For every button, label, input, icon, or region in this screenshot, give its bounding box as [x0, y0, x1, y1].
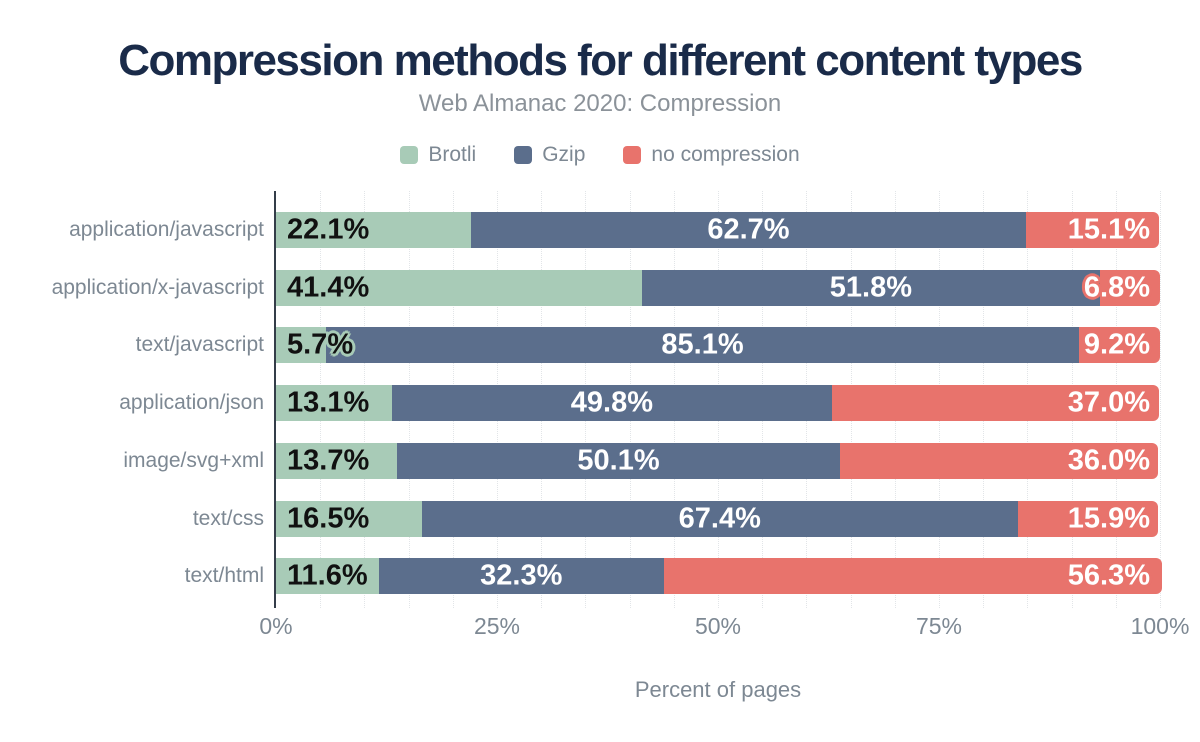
bar-row: 41.4% 51.8% 6.8%: [276, 269, 1160, 306]
x-axis-title: Percent of pages: [634, 677, 802, 702]
bar-value-label: 13.1%: [287, 386, 370, 419]
x-tick-label: 25%: [473, 613, 521, 639]
bar-segment-Brotli: [276, 500, 422, 537]
bar-segment-no-compression: [1078, 327, 1160, 364]
category-label: text/html: [184, 564, 264, 588]
bar-segment-Brotli: [276, 442, 398, 479]
x-tick-label: 100%: [1130, 613, 1190, 639]
category-label: application/javascript: [69, 218, 264, 241]
category-label: image/svg+xml: [123, 448, 264, 472]
category-label: application/x-javascript: [51, 275, 264, 299]
bar-segment-Gzip: [391, 385, 833, 422]
x-tick-label: 75%: [915, 613, 963, 639]
bar-value-label: 5.7%: [287, 328, 354, 361]
bar-segment-Gzip: [641, 269, 1100, 306]
legend-item-no-compression: no compression: [623, 143, 800, 167]
bar-row: 13.1% 49.8% 37.0%: [276, 385, 1160, 422]
bar-row: 11.6% 32.3% 56.3%: [276, 558, 1162, 595]
bar-segment-no-compression: [1099, 269, 1160, 306]
bar-value-label: 15.1%: [1067, 213, 1150, 246]
legend-swatch-icon: [514, 146, 533, 164]
category-label: application/json: [119, 391, 264, 415]
bar-value-label: 62.7%: [707, 213, 790, 246]
bar-segment-Gzip: [421, 500, 1018, 537]
bar-segment-Brotli: [276, 212, 472, 248]
bar-value-label: 6.8%: [1083, 271, 1150, 304]
bar-value-label: 85.1%: [661, 328, 744, 361]
bar-value-label: 9.2%: [1083, 328, 1150, 361]
bar-segment-Gzip: [397, 442, 840, 479]
chart-title: Compression methods for different conten…: [118, 36, 1083, 85]
bar-segment-Brotli: [276, 269, 642, 306]
x-tick-label: 50%: [694, 613, 742, 639]
legend-label: Brotli: [428, 143, 477, 166]
bar-segment-Brotli: [276, 385, 392, 422]
legend-swatch-icon: [400, 146, 419, 164]
chart-subtitle: Web Almanac 2020: Compression: [418, 90, 782, 117]
category-label: text/javascript: [135, 333, 264, 357]
legend-label: no compression: [651, 143, 800, 166]
bar-segment-Gzip: [378, 558, 665, 595]
bar-row: 22.1% 62.7% 15.1%: [276, 212, 1160, 248]
bar-value-label: 56.3%: [1067, 559, 1150, 592]
bar-row: 5.7% 85.1% 9.2%: [276, 327, 1160, 364]
legend-item-Brotli: Brotli: [400, 143, 476, 167]
legend-item-Gzip: Gzip: [514, 143, 585, 167]
bar-value-label: 67.4%: [678, 502, 761, 534]
bar-segment-Gzip: [471, 212, 1026, 248]
bar-segment-Gzip: [326, 327, 1079, 364]
bar-value-label: 15.9%: [1067, 502, 1150, 534]
bar-value-label: 51.8%: [829, 271, 913, 304]
bar-value-label: 49.8%: [570, 386, 654, 419]
bar-segment-no-compression: [1017, 500, 1159, 537]
bar-row: 16.5% 67.4% 15.9%: [276, 500, 1160, 537]
y-axis-line: [274, 191, 276, 608]
bar-segment-no-compression: [832, 385, 1160, 422]
category-label: text/css: [192, 506, 264, 530]
legend: Brotli Gzip no compression: [0, 143, 1200, 167]
bar-segment-no-compression: [839, 442, 1159, 479]
bar-segment-no-compression: [1025, 212, 1160, 248]
bar-segment-Brotli: [276, 558, 379, 595]
bar-value-label: 16.5%: [287, 502, 370, 534]
bar-row: 13.7% 50.1% 36.0%: [276, 442, 1160, 479]
legend-swatch-icon: [623, 146, 642, 164]
bar-value-label: 22.1%: [287, 213, 370, 246]
bar-value-label: 32.3%: [480, 559, 563, 592]
gridline: [1160, 191, 1161, 608]
bar-value-label: 37.0%: [1067, 386, 1150, 419]
bar-value-label: 11.6%: [287, 559, 368, 592]
legend-label: Gzip: [542, 143, 586, 166]
bar-segment-no-compression: [664, 558, 1162, 595]
bar-value-label: 50.1%: [577, 444, 660, 477]
bar-value-label: 13.7%: [287, 444, 370, 477]
x-tick-label: 0%: [259, 613, 293, 639]
bar-value-label: 36.0%: [1067, 444, 1150, 477]
bar-value-label: 41.4%: [287, 271, 370, 304]
bar-segment-Brotli: [276, 327, 327, 364]
